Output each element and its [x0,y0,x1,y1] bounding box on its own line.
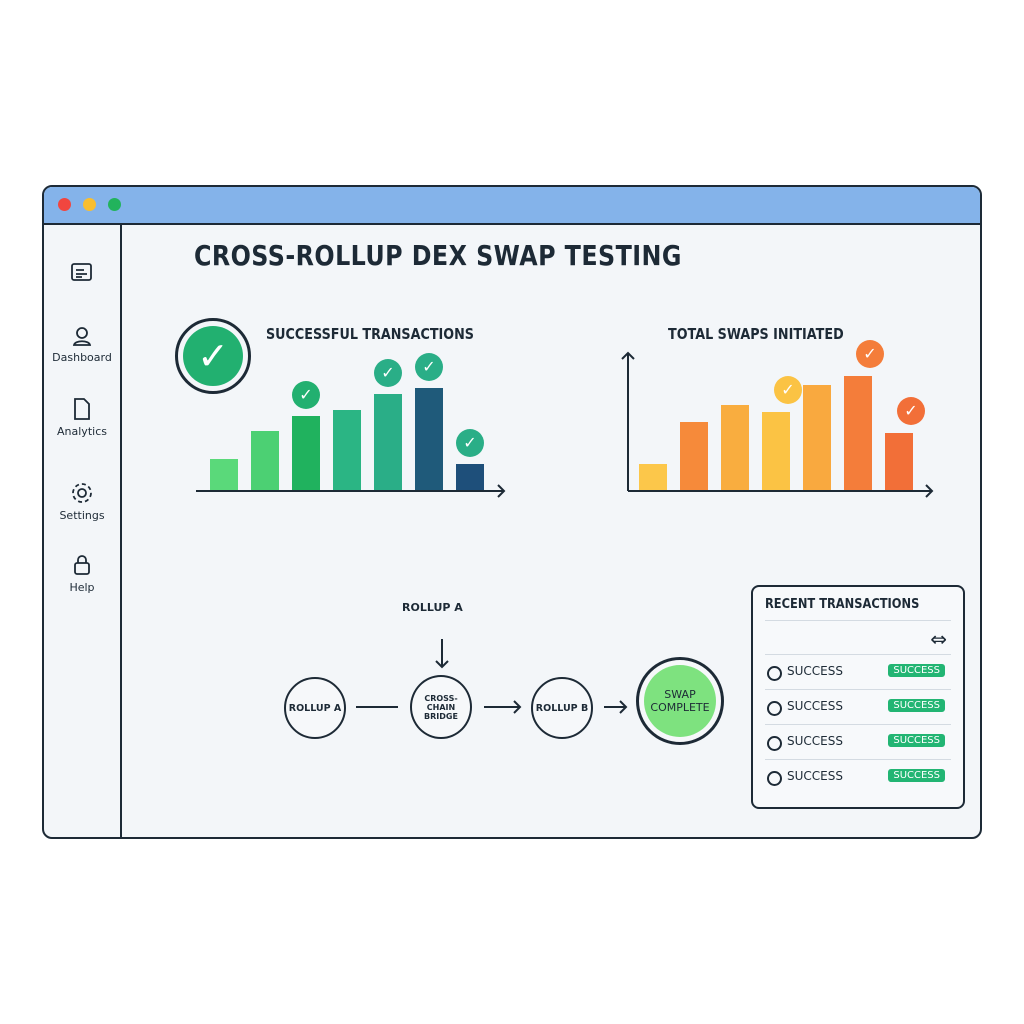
chart-bar [333,410,361,491]
transaction-row[interactable]: SUCCESS SUCCESS [765,759,951,794]
check-badge-icon: ✓ [374,359,402,387]
chart-bar [885,433,913,491]
success-check-icon: ✓ [175,318,251,394]
node-label: SWAP COMPLETE [650,688,710,714]
check-badge-icon: ✓ [774,376,802,404]
sidebar-item-analytics[interactable]: Analytics [44,397,120,438]
transaction-label: SUCCESS [787,734,843,748]
chart-bar [210,459,238,491]
radio-button[interactable] [767,701,782,716]
check-badge-icon: ✓ [292,381,320,409]
chart-axes [196,351,934,714]
node-swap-complete: SWAP COMPLETE [636,657,724,745]
chart-title: SUCCESSFUL TRANSACTIONS [266,325,474,343]
check-badge-icon: ✓ [456,429,484,457]
sidebar-label: Help [69,581,95,594]
transaction-label: SUCCESS [787,699,843,713]
sidebar-label: Analytics [57,425,107,438]
check-badge-icon: ✓ [897,397,925,425]
transaction-row[interactable]: SUCCESS SUCCESS [765,689,951,724]
close-button[interactable] [58,198,71,211]
chart-bar [639,464,667,491]
check-badge-icon: ✓ [415,353,443,381]
radio-button[interactable] [767,736,782,751]
sidebar-item-help[interactable]: Help [44,553,120,594]
transaction-row[interactable]: SUCCESS SUCCESS [765,724,951,759]
node-label: CROSS-CHAIN BRIDGE [424,693,458,721]
file-icon [74,398,90,420]
chart-bar [374,394,402,491]
chart-bar [456,464,484,491]
node-label: ROLLUP B [535,702,589,714]
chart-bar [251,431,279,491]
gear-icon [72,483,92,503]
sidebar-label: Settings [59,509,105,522]
app-window: Dashboard Analytics Settings Help CROSS-… [42,185,982,839]
chart-title: TOTAL SWAPS INITIATED [668,325,844,343]
node-label: ROLLUP A [288,702,342,714]
status-badge: SUCCESS [888,699,945,712]
transaction-row[interactable]: SUCCESS SUCCESS [765,654,951,689]
recent-transactions-panel: RECENT TRANSACTIONS ⇔ SUCCESS SUCCESS SUCC… [751,585,965,809]
maximize-button[interactable] [108,198,121,211]
chart-bar [292,416,320,491]
swap-arrows-icon[interactable]: ⇔ [930,627,947,651]
user-icon [72,327,92,346]
sidebar-label: Dashboard [52,351,112,364]
chart-bar [680,422,708,491]
node-bridge: CROSS-CHAIN BRIDGE [410,675,472,739]
radio-button[interactable] [767,666,782,681]
status-badge: SUCCESS [888,664,945,677]
chart-bar [762,412,790,491]
transaction-label: SUCCESS [787,664,843,678]
transaction-label: SUCCESS [787,769,843,783]
node-rollup-b: ROLLUP B [531,677,593,739]
status-badge: SUCCESS [888,769,945,782]
chart-bar [844,376,872,491]
title-bar [44,187,980,225]
lock-icon [74,555,90,575]
chart-bar [721,405,749,491]
radio-button[interactable] [767,771,782,786]
panel-title: RECENT TRANSACTIONS [765,597,920,612]
status-badge: SUCCESS [888,734,945,747]
page-title: CROSS-ROLLUP DEX SWAP TESTING [194,239,682,272]
document-list-icon [71,263,92,281]
node-rollup-a: ROLLUP A [284,677,346,739]
sidebar-item-documents[interactable] [44,261,120,287]
sidebar-item-settings[interactable]: Settings [44,481,120,522]
chart-bar [415,388,443,491]
chart-bar [803,385,831,491]
sidebar: Dashboard Analytics Settings Help [44,225,122,837]
minimize-button[interactable] [83,198,96,211]
check-badge-icon: ✓ [856,340,884,368]
flow-top-label: ROLLUP A [402,601,463,614]
sidebar-item-dashboard[interactable]: Dashboard [44,325,120,364]
